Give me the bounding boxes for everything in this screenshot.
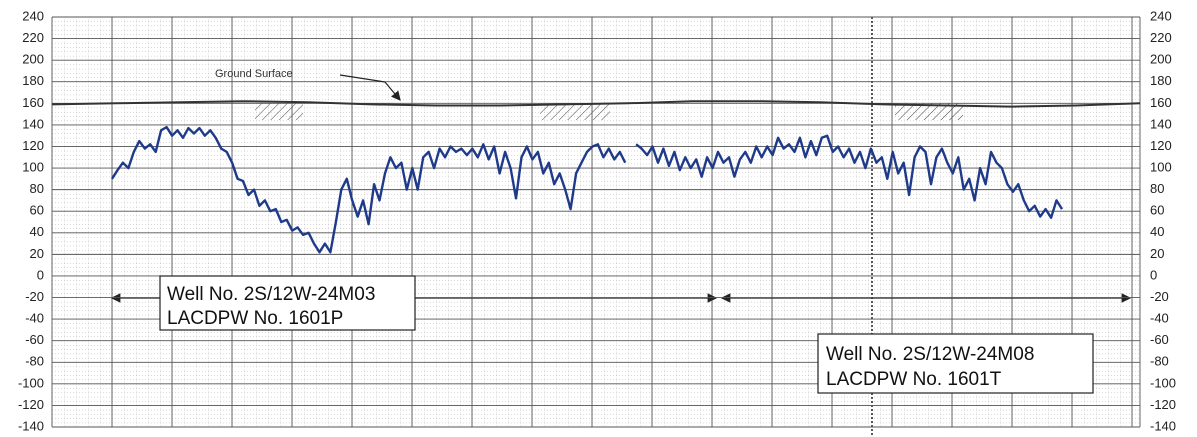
y-tick-label: -20 xyxy=(25,289,44,304)
y-tick-label: -40 xyxy=(25,311,44,326)
y-tick-label: 80 xyxy=(30,181,44,196)
water-level-line xyxy=(110,125,1064,254)
y2-tick-label: 20 xyxy=(1150,246,1164,261)
y-tick-label: 120 xyxy=(22,138,44,153)
y-tick-label: 0 xyxy=(37,267,44,282)
y-tick-label: 20 xyxy=(30,246,44,261)
y-tick-label: 240 xyxy=(22,8,44,23)
y-tick-label: 140 xyxy=(22,116,44,131)
ground-pointer xyxy=(339,74,401,101)
y-tick-label: 40 xyxy=(30,224,44,239)
vertical-grid xyxy=(51,17,1141,427)
well-label: Well No. 2S/12W-24M08 xyxy=(826,344,1034,365)
y2-tick-label: -60 xyxy=(1150,332,1169,347)
y2-tick-label: -20 xyxy=(1150,289,1169,304)
well-box xyxy=(817,333,1094,394)
hatch xyxy=(255,103,303,120)
y2-tick-label: 80 xyxy=(1150,181,1164,196)
well-label: LACDPW No. 1601P xyxy=(167,308,343,329)
y2-tick-label: -120 xyxy=(1150,397,1176,412)
ground-label: Ground Surface xyxy=(215,68,293,80)
y2-tick-label: 240 xyxy=(1150,8,1172,23)
plot-layer xyxy=(51,16,1141,428)
y2-tick-label: 220 xyxy=(1150,30,1172,45)
well-label: LACDPW No. 1601T xyxy=(826,369,1002,390)
y2-tick-label: 160 xyxy=(1150,95,1172,110)
y-tick-label: 220 xyxy=(22,30,44,45)
y2-tick-label: 120 xyxy=(1150,138,1172,153)
well-label: Well No. 2S/12W-24M03 xyxy=(167,284,375,305)
y2-tick-label: 200 xyxy=(1150,52,1172,67)
y-tick-label: 160 xyxy=(22,95,44,110)
hatch xyxy=(540,103,610,120)
y-tick-label: -100 xyxy=(18,375,44,390)
y2-tick-label: 40 xyxy=(1150,224,1164,239)
ground-surface-line xyxy=(51,100,1141,108)
y2-tick-label: -40 xyxy=(1150,311,1169,326)
y2-tick-label: 140 xyxy=(1150,116,1172,131)
y-tick-label: -60 xyxy=(25,332,44,347)
y2-tick-label: -140 xyxy=(1150,418,1176,433)
y-tick-label: 200 xyxy=(22,52,44,67)
y2-tick-label: 60 xyxy=(1150,203,1164,218)
y-tick-label: 60 xyxy=(30,203,44,218)
y-tick-label: 180 xyxy=(22,73,44,88)
y-tick-label: -140 xyxy=(18,418,44,433)
y-tick-label: -120 xyxy=(18,397,44,412)
hatch xyxy=(895,103,963,120)
y2-tick-label: 100 xyxy=(1150,159,1172,174)
y-tick-label: 100 xyxy=(22,159,44,174)
y2-tick-label: 180 xyxy=(1150,73,1172,88)
y2-tick-label: -100 xyxy=(1150,375,1176,390)
y2-tick-label: -80 xyxy=(1150,354,1169,369)
well-box xyxy=(159,275,416,331)
y-tick-label: -80 xyxy=(25,354,44,369)
y2-tick-label: 0 xyxy=(1150,267,1157,282)
